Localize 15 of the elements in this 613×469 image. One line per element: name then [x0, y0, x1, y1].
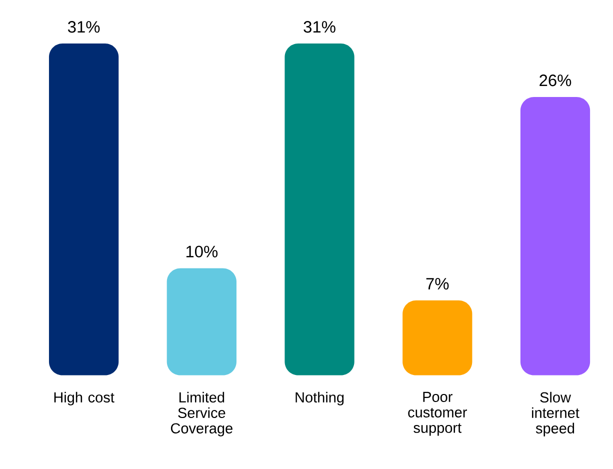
bar — [48, 44, 119, 376]
data-label: 10% — [186, 246, 218, 258]
data-label: 31% — [304, 21, 336, 33]
data-label: 7% — [426, 278, 449, 290]
x-tick-label: Limited Service Coverage — [170, 392, 232, 436]
data-label: 26% — [540, 74, 572, 86]
bar — [284, 44, 354, 376]
x-tick-label: Poor customer support — [408, 392, 467, 436]
x-tick-label: High cost — [54, 392, 114, 406]
bar — [520, 97, 590, 376]
bar — [166, 268, 236, 376]
x-tick-label: Slow internet speed — [532, 392, 580, 436]
data-label: 31% — [68, 21, 100, 33]
bar — [402, 300, 472, 376]
x-tick-label: Nothing — [296, 392, 344, 406]
